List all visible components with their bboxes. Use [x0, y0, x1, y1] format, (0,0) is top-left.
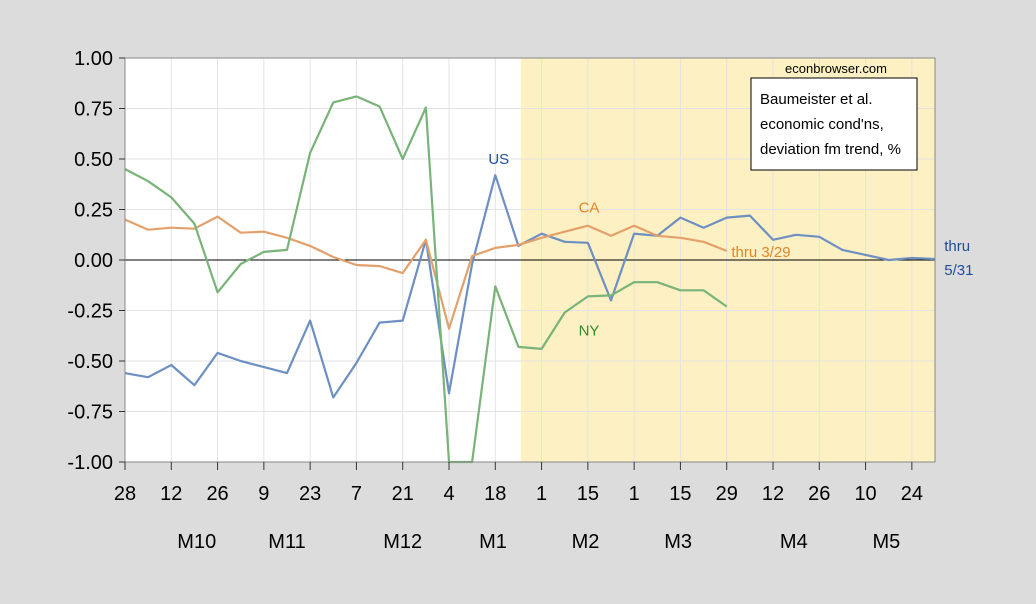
series-line-ca — [124, 215, 728, 330]
legend-box-line: Baumeister et al. — [760, 91, 873, 108]
month-labels: M10 M11 M12 M1 M2 M3 M4 M5 — [177, 531, 900, 553]
watermark-text: econbrowser.com — [785, 61, 887, 76]
x-tick-label: 15 — [669, 483, 691, 505]
x-axis: 28 12 26 9 23 7 21 4 18 1 15 1 15 29 12 26 10 24 — [114, 462, 923, 505]
series-label-us: US — [488, 151, 509, 168]
x-tick-label: 9 — [258, 483, 269, 505]
series-label-ny: NY — [579, 323, 600, 340]
legend-box-line: economic cond'ns, — [760, 116, 884, 133]
x-tick-label: 12 — [160, 483, 182, 505]
month-label: M3 — [664, 531, 692, 553]
series-label-us: 5/31 — [944, 262, 973, 279]
x-tick-label: 4 — [443, 483, 454, 505]
legend-box-frame — [750, 77, 918, 171]
y-axis: 1.00 0.75 0.50 0.25 0.00 -0.25 -0.50 -0.75 -1.00 — [67, 48, 125, 474]
y-tick-label: 0.75 — [74, 99, 113, 121]
series-label-ca: thru 3/29 — [731, 244, 790, 261]
y-tick-label: 0.25 — [74, 200, 113, 222]
y-tick-label: -0.25 — [67, 301, 113, 323]
x-tick-label: 28 — [114, 483, 136, 505]
x-tick-label: 15 — [577, 483, 599, 505]
x-tick-label: 23 — [299, 483, 321, 505]
month-label: M12 — [383, 531, 422, 553]
x-tick-label: 12 — [762, 483, 784, 505]
x-tick-label: 29 — [716, 483, 738, 505]
legend-box: Baumeister et al. economic cond'ns, deviat… — [750, 77, 918, 171]
series-label-us: thru — [944, 238, 970, 255]
month-label: M11 — [268, 531, 305, 553]
y-tick-label: -0.75 — [67, 402, 113, 424]
x-tick-label: 1 — [536, 483, 547, 505]
series-line-ny — [124, 95, 728, 464]
y-tick-label: -0.50 — [67, 351, 113, 373]
month-label: M4 — [780, 531, 808, 553]
x-tick-label: 7 — [351, 483, 362, 505]
y-tick-label: 0.00 — [74, 250, 113, 272]
month-label: M10 — [177, 531, 216, 553]
legend-box-line: deviation fm trend, % — [760, 141, 901, 158]
series-lines — [124, 95, 936, 464]
series-line-us — [124, 174, 936, 399]
x-tick-label: 26 — [206, 483, 228, 505]
x-tick-label: 21 — [392, 483, 414, 505]
x-tick-label: 18 — [484, 483, 506, 505]
x-tick-label: 1 — [629, 483, 640, 505]
month-label: M2 — [572, 531, 600, 553]
x-tick-label: 10 — [854, 483, 876, 505]
x-tick-label: 26 — [808, 483, 830, 505]
x-tick-label: 24 — [901, 483, 923, 505]
y-tick-label: -1.00 — [67, 452, 113, 474]
month-label: M1 — [479, 531, 507, 553]
series-annotations: US thru 5/31 CA thru 3/29 NY — [488, 151, 973, 340]
y-tick-label: 0.50 — [74, 149, 113, 171]
month-label: M5 — [873, 531, 901, 553]
y-tick-label: 1.00 — [74, 48, 113, 70]
series-label-ca: CA — [579, 199, 600, 216]
